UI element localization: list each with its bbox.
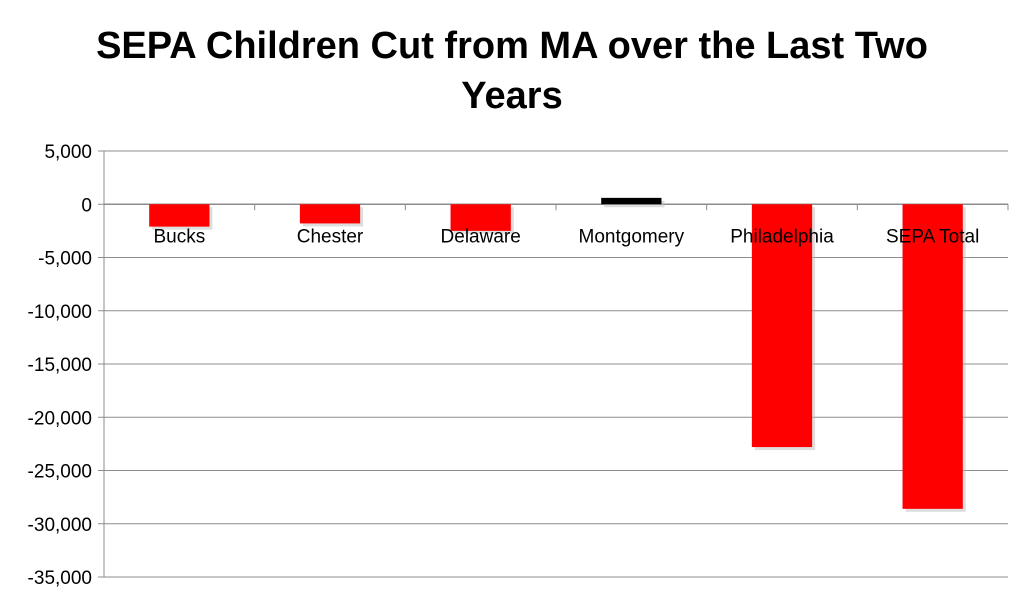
- bar-chester: [299, 204, 361, 224]
- category-label-chester: Chester: [297, 226, 364, 247]
- bar-philadelphia: [751, 204, 813, 448]
- y-tick-label: -30,000: [28, 515, 92, 536]
- y-tick-label: -25,000: [28, 462, 92, 483]
- chart-title-line-2: Years: [461, 75, 562, 117]
- gridlines: [104, 150, 1008, 578]
- y-tick-label: -5,000: [38, 249, 92, 270]
- y-tick-label: 0: [81, 195, 92, 216]
- y-tick-label: 5,000: [44, 142, 92, 163]
- bar-delaware: [450, 204, 511, 231]
- category-label-montgomery: Montgomery: [579, 226, 685, 247]
- y-tick-label: -10,000: [28, 302, 92, 323]
- category-label-bucks: Bucks: [153, 226, 205, 247]
- y-axis-tick-labels: 5,000 0 -5,000 -10,000 -15,000 -20,000 -25,000…: [28, 142, 92, 589]
- axes: [98, 150, 1009, 578]
- y-tick-label: -15,000: [28, 355, 92, 376]
- y-tick-label: -35,000: [28, 568, 92, 589]
- y-tick-label: -20,000: [28, 408, 92, 429]
- category-label-delaware: Delaware: [441, 226, 521, 247]
- category-label-philadelphia: Philadelphia: [730, 226, 834, 247]
- bar-sepa-total: [902, 204, 963, 509]
- bar-montgomery: [601, 197, 662, 205]
- category-labels: Bucks Chester Delaware Montgomery Philadelph…: [153, 226, 979, 247]
- category-label-sepa-total: SEPA Total: [886, 226, 979, 247]
- chart-title-line-1: SEPA Children Cut from MA over the Last …: [96, 25, 928, 67]
- bar-bucks: [149, 204, 210, 227]
- bars: [149, 197, 966, 512]
